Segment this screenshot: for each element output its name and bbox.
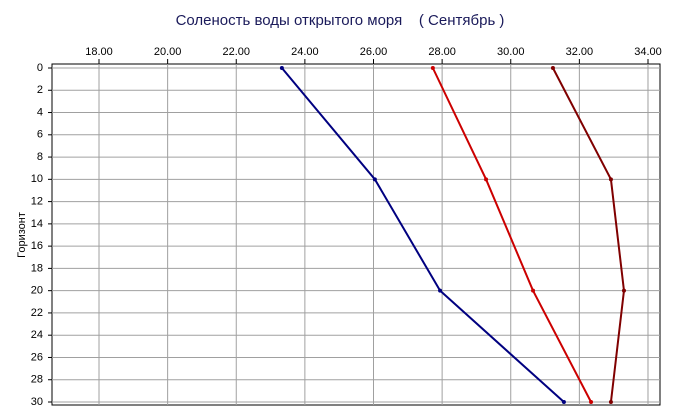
series-line bbox=[552, 67, 625, 403]
point bbox=[531, 288, 536, 293]
x-tick-label: 22.00 bbox=[222, 46, 250, 58]
y-tick-label: 10 bbox=[31, 173, 43, 185]
x-tick-label: 32.00 bbox=[566, 46, 594, 58]
point bbox=[438, 288, 443, 293]
point bbox=[608, 177, 613, 182]
point bbox=[561, 400, 566, 404]
y-tick-label: 14 bbox=[31, 218, 43, 230]
point bbox=[589, 400, 594, 404]
series-line bbox=[431, 67, 592, 403]
y-tick-label: 6 bbox=[37, 129, 43, 141]
point bbox=[484, 177, 489, 182]
y-tick-label: 16 bbox=[31, 240, 43, 252]
y-tick-label: 8 bbox=[37, 151, 43, 163]
point bbox=[279, 66, 284, 70]
x-tick-label: 34.00 bbox=[634, 46, 662, 58]
plot-area bbox=[51, 63, 661, 406]
point bbox=[372, 177, 377, 182]
series-line bbox=[281, 67, 565, 403]
x-tick-label: 20.00 bbox=[154, 46, 182, 58]
y-tick-label: 18 bbox=[31, 262, 43, 274]
point bbox=[550, 66, 555, 70]
x-tick-label: 18.00 bbox=[85, 46, 113, 58]
y-tick-label: 20 bbox=[31, 285, 43, 297]
y-tick-label: 0 bbox=[37, 62, 43, 74]
point bbox=[430, 66, 435, 70]
y-tick-label: 30 bbox=[31, 396, 43, 408]
y-axis-label: Горизонт bbox=[16, 212, 28, 258]
chart-title: Соленость воды открытого моря ( Сентябрь… bbox=[176, 12, 505, 29]
x-tick-label: 26.00 bbox=[360, 46, 388, 58]
y-tick-label: 22 bbox=[31, 307, 43, 319]
point bbox=[608, 400, 613, 404]
y-tick-label: 2 bbox=[37, 84, 43, 96]
x-tick-label: 28.00 bbox=[428, 46, 456, 58]
y-tick-label: 28 bbox=[31, 374, 43, 386]
x-tick-label: 24.00 bbox=[291, 46, 319, 58]
point bbox=[621, 288, 626, 293]
y-tick-label: 26 bbox=[31, 351, 43, 363]
y-tick-label: 4 bbox=[37, 106, 43, 118]
y-tick-label: 24 bbox=[31, 329, 43, 341]
x-tick-label: 30.00 bbox=[497, 46, 525, 58]
y-tick-label: 12 bbox=[31, 196, 43, 208]
